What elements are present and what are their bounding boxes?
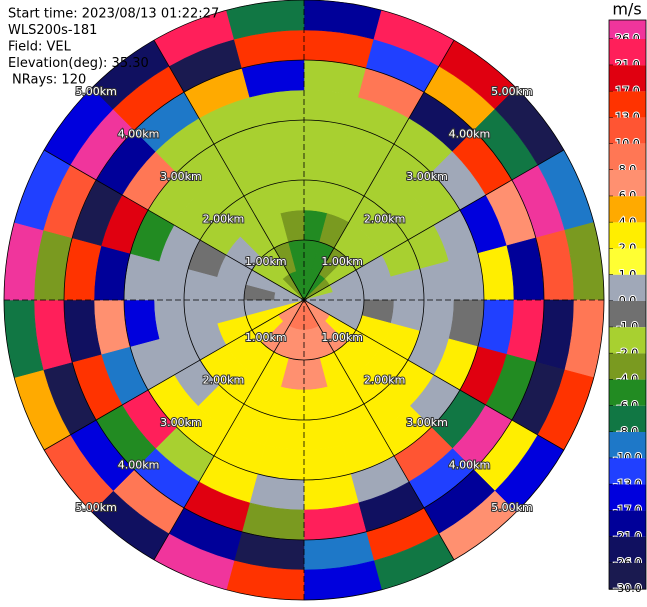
ring-label: 2.00km — [364, 374, 406, 387]
ppi-field — [3, 0, 605, 601]
ring-label: 3.00km — [406, 170, 448, 183]
colorbar: m/s 26.021.017.013.010.08.06.04.02.01.00… — [608, 0, 647, 596]
range-gate — [303, 444, 351, 481]
ring-label: 4.00km — [449, 128, 491, 141]
ring-label: 5.00km — [491, 501, 533, 514]
colorbar-box — [609, 379, 646, 406]
ring-label: 3.00km — [160, 170, 202, 183]
range-gate — [303, 119, 351, 156]
header-line: Elevation(deg): 35.30 — [8, 56, 149, 71]
colorbar-box — [609, 222, 646, 249]
header-line: NRays: 120 — [12, 73, 86, 88]
colorbar-box — [609, 405, 646, 432]
range-gate — [123, 299, 160, 347]
range-gate — [448, 253, 485, 301]
azimuth-line — [153, 39, 455, 561]
colorbar-box — [609, 143, 646, 170]
ring-label: 1.00km — [245, 255, 287, 268]
range-ring — [183, 179, 425, 421]
range-gate — [257, 444, 305, 481]
range-gate — [257, 119, 305, 156]
ring-label: 1.00km — [321, 331, 363, 344]
colorbar-box — [609, 353, 646, 380]
ring-label: 2.00km — [203, 212, 245, 225]
ring-label: 5.00km — [75, 501, 117, 514]
colorbar-frame — [608, 19, 647, 590]
ring-label: 2.00km — [203, 374, 245, 387]
ring-label: 1.00km — [321, 255, 363, 268]
colorbar-unit: m/s — [612, 0, 641, 19]
colorbar-box — [609, 458, 646, 485]
range-ring — [123, 119, 485, 481]
colorbar-box — [609, 432, 646, 459]
colorbar-box — [609, 510, 646, 537]
colorbar-box — [609, 301, 646, 328]
ring-label: 5.00km — [75, 85, 117, 98]
range-ring — [243, 239, 365, 361]
colorbar-box — [609, 20, 646, 39]
header-line: WLS200s-181 — [8, 23, 97, 38]
colorbar-tick-label: -30.0 — [613, 582, 641, 595]
colorbar-box — [609, 117, 646, 144]
ring-label: 4.00km — [118, 128, 160, 141]
colorbar-box — [609, 196, 646, 223]
range-gate — [448, 299, 485, 347]
ring-label: 5.00km — [491, 85, 533, 98]
ring-label: 1.00km — [245, 331, 287, 344]
range-ring — [63, 59, 545, 541]
colorbar-box — [609, 484, 646, 511]
colorbar-box — [609, 91, 646, 118]
header-line: Field: VEL — [8, 40, 72, 55]
header-line: Start time: 2023/08/13 01:22:27 — [8, 7, 219, 22]
ring-label: 2.00km — [364, 212, 406, 225]
colorbar-box — [609, 248, 646, 275]
colorbar-box — [609, 563, 646, 590]
range-ring — [3, 0, 605, 601]
range-gate — [123, 253, 160, 301]
overlay: 1.00km 1.00km 1.00km 1.00km 2.00km 2.00km 2.00… — [3, 0, 605, 601]
colorbar-box — [609, 39, 646, 66]
ring-label: 3.00km — [406, 416, 448, 429]
header: Start time: 2023/08/13 01:22:27WLS200s-1… — [8, 7, 219, 88]
colorbar-box — [609, 170, 646, 197]
ring-label: 3.00km — [160, 416, 202, 429]
colorbar-box — [609, 65, 646, 92]
colorbar-box — [609, 327, 646, 354]
colorbar-box — [609, 274, 646, 301]
colorbar-box — [609, 536, 646, 563]
ring-label: 4.00km — [449, 458, 491, 471]
ring-label: 4.00km — [118, 458, 160, 471]
